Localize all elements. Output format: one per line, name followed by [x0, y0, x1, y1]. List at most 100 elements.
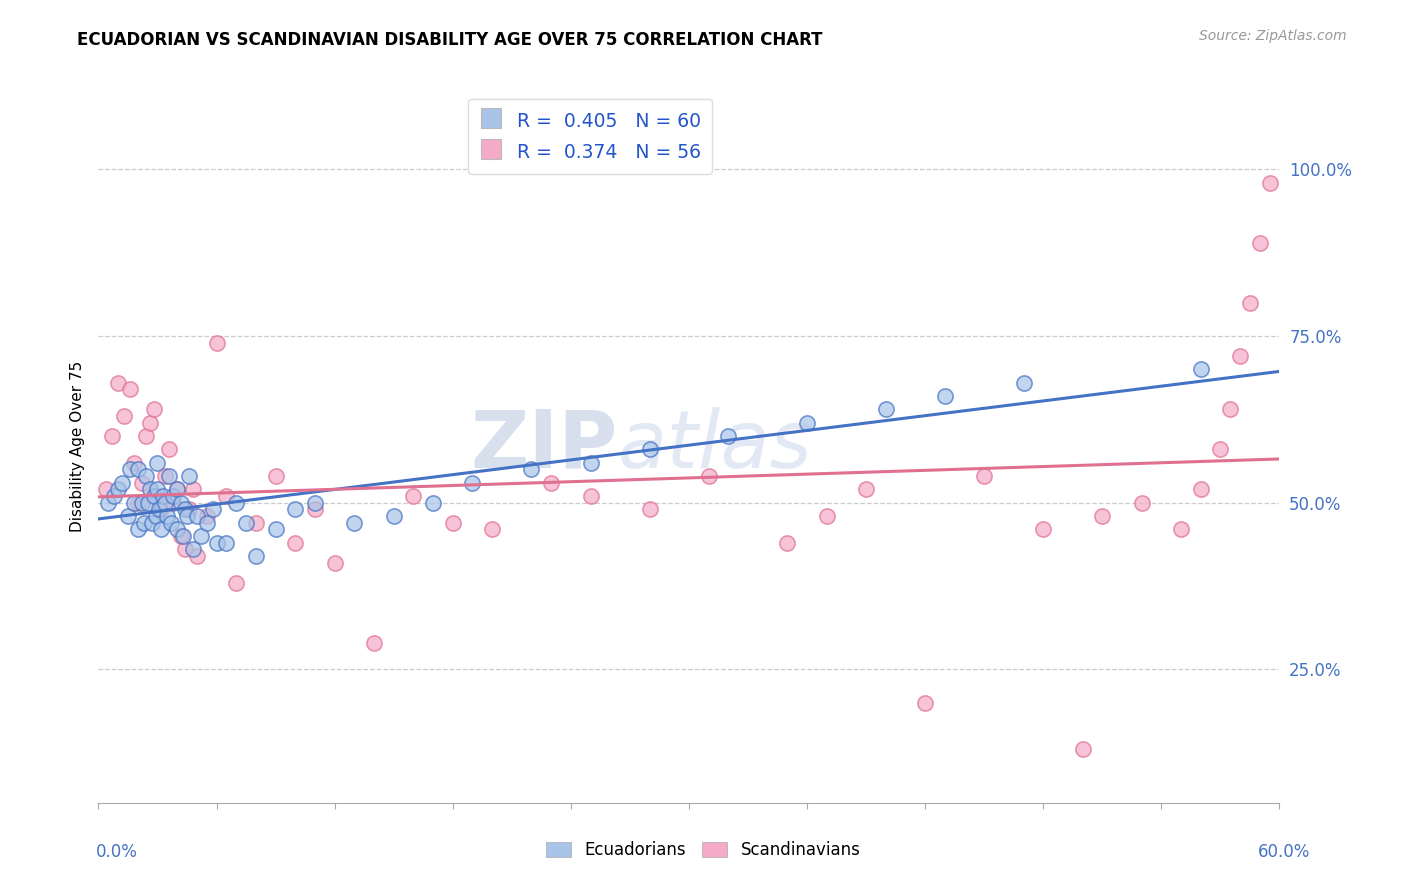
- Point: [157, 442, 180, 457]
- Text: atlas: atlas: [619, 407, 813, 485]
- Point: [717, 429, 740, 443]
- Point: [215, 535, 238, 549]
- Point: [225, 496, 247, 510]
- Point: [195, 509, 218, 524]
- Point: [103, 489, 125, 503]
- Y-axis label: Disability Age Over 75: Disability Age Over 75: [69, 360, 84, 532]
- Point: [131, 475, 153, 490]
- Point: [132, 516, 155, 530]
- Point: [540, 475, 562, 490]
- Point: [160, 516, 183, 530]
- Point: [323, 556, 346, 570]
- Point: [122, 496, 145, 510]
- Point: [1012, 376, 1035, 390]
- Point: [264, 469, 287, 483]
- Legend: Ecuadorians, Scandinavians: Ecuadorians, Scandinavians: [538, 835, 868, 866]
- Point: [638, 502, 661, 516]
- Point: [150, 502, 173, 516]
- Point: [155, 469, 177, 483]
- Point: [152, 489, 174, 503]
- Point: [776, 535, 799, 549]
- Text: ECUADORIAN VS SCANDINAVIAN DISABILITY AGE OVER 75 CORRELATION CHART: ECUADORIAN VS SCANDINAVIAN DISABILITY AG…: [77, 31, 823, 49]
- Point: [245, 516, 267, 530]
- Point: [1170, 522, 1192, 536]
- Point: [170, 496, 193, 510]
- Point: [1249, 235, 1271, 250]
- Point: [181, 542, 204, 557]
- Point: [141, 516, 163, 530]
- Point: [135, 469, 157, 483]
- Point: [181, 483, 204, 497]
- Point: [422, 496, 444, 510]
- Point: [343, 516, 366, 530]
- Point: [579, 489, 602, 503]
- Point: [1239, 295, 1261, 310]
- Point: [363, 636, 385, 650]
- Point: [162, 489, 184, 503]
- Legend: R =  0.405   N = 60, R =  0.374   N = 56: R = 0.405 N = 60, R = 0.374 N = 56: [468, 99, 711, 174]
- Point: [131, 496, 153, 510]
- Point: [112, 409, 135, 423]
- Point: [235, 516, 257, 530]
- Point: [166, 483, 188, 497]
- Point: [107, 376, 129, 390]
- Point: [177, 502, 200, 516]
- Point: [205, 535, 228, 549]
- Point: [122, 456, 145, 470]
- Point: [441, 516, 464, 530]
- Point: [796, 416, 818, 430]
- Point: [166, 522, 188, 536]
- Point: [934, 389, 956, 403]
- Text: 0.0%: 0.0%: [96, 843, 138, 861]
- Point: [136, 496, 159, 510]
- Point: [815, 509, 838, 524]
- Point: [156, 509, 179, 524]
- Point: [118, 382, 141, 396]
- Point: [138, 416, 160, 430]
- Point: [215, 489, 238, 503]
- Point: [117, 509, 139, 524]
- Point: [225, 575, 247, 590]
- Point: [142, 402, 165, 417]
- Point: [205, 335, 228, 350]
- Point: [638, 442, 661, 457]
- Point: [177, 469, 200, 483]
- Point: [973, 469, 995, 483]
- Point: [174, 542, 197, 557]
- Point: [284, 502, 307, 516]
- Point: [118, 462, 141, 476]
- Point: [195, 516, 218, 530]
- Point: [402, 489, 425, 503]
- Point: [1219, 402, 1241, 417]
- Point: [148, 502, 170, 516]
- Point: [146, 483, 169, 497]
- Point: [170, 529, 193, 543]
- Point: [96, 483, 118, 497]
- Text: 60.0%: 60.0%: [1258, 843, 1310, 861]
- Point: [162, 496, 184, 510]
- Point: [146, 489, 169, 503]
- Point: [481, 522, 503, 536]
- Point: [146, 456, 169, 470]
- Point: [166, 483, 188, 497]
- Point: [172, 529, 194, 543]
- Point: [101, 429, 124, 443]
- Point: [914, 696, 936, 710]
- Point: [1071, 742, 1094, 756]
- Point: [1209, 442, 1232, 457]
- Point: [111, 475, 134, 490]
- Point: [1229, 349, 1251, 363]
- Point: [855, 483, 877, 497]
- Point: [176, 509, 198, 524]
- Point: [142, 489, 165, 503]
- Point: [579, 456, 602, 470]
- Point: [284, 535, 307, 549]
- Point: [150, 522, 173, 536]
- Point: [697, 469, 720, 483]
- Point: [1130, 496, 1153, 510]
- Point: [1258, 176, 1281, 190]
- Point: [304, 502, 326, 516]
- Point: [157, 469, 180, 483]
- Point: [461, 475, 484, 490]
- Point: [520, 462, 543, 476]
